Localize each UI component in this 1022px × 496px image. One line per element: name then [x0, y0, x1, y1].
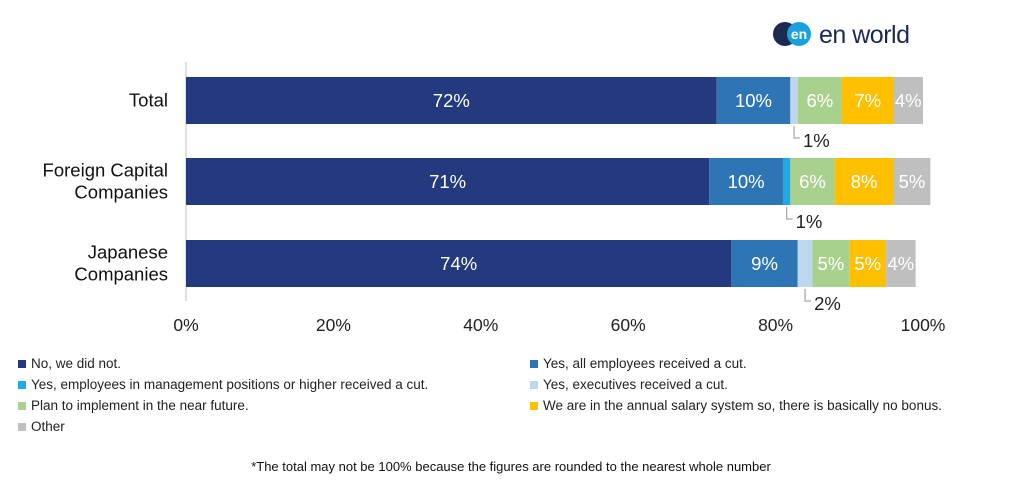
data-label: 10%	[735, 90, 772, 111]
legend-label: No, we did not.	[31, 356, 122, 371]
data-label: 5%	[854, 253, 881, 274]
legend-label: Yes, employees in management positions o…	[31, 377, 429, 392]
x-tick-label: 80%	[758, 315, 793, 335]
legend-swatch	[530, 359, 538, 368]
data-label: 72%	[433, 90, 470, 111]
bar-segment-other	[886, 240, 916, 287]
category-label: Companies	[74, 264, 168, 285]
x-tick-label: 0%	[173, 315, 198, 335]
data-label: 6%	[806, 90, 833, 111]
x-tick-label: 40%	[463, 315, 498, 335]
bar-segment-all_employees	[716, 77, 791, 124]
data-label: 6%	[799, 171, 826, 192]
bar-segment-no	[186, 77, 717, 124]
legend-item-other: Other	[18, 419, 65, 434]
data-label: 5%	[818, 253, 845, 274]
logo-wordmark: en world	[819, 20, 910, 49]
data-label: 71%	[429, 171, 466, 192]
legend-item-no: No, we did not.	[18, 356, 121, 371]
legend-swatch	[530, 380, 538, 389]
category-label: Companies	[74, 182, 168, 203]
callout-leader	[786, 207, 793, 220]
callout-leader	[793, 126, 801, 139]
data-label: 10%	[728, 171, 765, 192]
data-label: 9%	[751, 253, 778, 274]
x-tick-label: 100%	[901, 315, 946, 335]
category-label: Japanese	[88, 242, 168, 263]
data-label: 7%	[854, 90, 881, 111]
legend-label: We are in the annual salary system so, t…	[543, 398, 942, 413]
legend-label: Other	[31, 419, 65, 434]
category-label: Total	[129, 90, 168, 111]
callout-label: 1%	[796, 211, 823, 232]
data-label: 5%	[899, 171, 926, 192]
legend-label: Plan to implement in the near future.	[31, 398, 249, 413]
bar-segment-executives	[797, 240, 813, 287]
bar-segment-annual	[849, 240, 887, 287]
legend-swatch	[18, 401, 26, 410]
legend-swatch	[18, 359, 26, 368]
en-world-logo: en en en world	[773, 20, 910, 50]
bar-segment-no	[186, 240, 732, 287]
bar-segment-no	[186, 158, 710, 205]
bar-segment-plan	[790, 158, 835, 205]
bar-segment-annual	[841, 77, 894, 124]
data-label: 74%	[440, 253, 477, 274]
legend-swatch	[18, 380, 26, 389]
legend-swatch	[18, 422, 26, 431]
bar-segment-plan	[797, 77, 842, 124]
x-tick-label: 20%	[316, 315, 351, 335]
legend-label: Yes, all employees received a cut.	[543, 356, 747, 371]
data-label: 8%	[851, 171, 878, 192]
bar-segment-plan	[812, 240, 850, 287]
legend-label: Yes, executives received a cut.	[543, 377, 728, 392]
bar-segment-other	[893, 158, 931, 205]
bar-segment-all_employees	[709, 158, 783, 205]
legend-item-executives: Yes, executives received a cut.	[530, 377, 728, 392]
bar-segment-management	[782, 158, 791, 205]
data-label: 4%	[888, 253, 915, 274]
legend-item-all_employees: Yes, all employees received a cut.	[530, 356, 747, 371]
callout-leader	[804, 289, 812, 302]
x-tick-label: 60%	[611, 315, 646, 335]
legend-swatch	[530, 401, 538, 410]
bar-segment-all_employees	[731, 240, 798, 287]
legend-item-management: Yes, employees in management positions o…	[18, 377, 428, 392]
category-label: Foreign Capital	[43, 160, 168, 181]
legend-item-annual: We are in the annual salary system so, t…	[530, 398, 942, 413]
logo-circle-right: en	[787, 22, 811, 46]
callout-label: 2%	[814, 293, 841, 314]
logo-mark-icon: en en	[773, 22, 813, 48]
bar-segment-annual	[834, 158, 894, 205]
data-label: 4%	[895, 90, 922, 111]
callout-label: 1%	[803, 130, 830, 151]
legend-item-plan: Plan to implement in the near future.	[18, 398, 249, 413]
bar-segment-executives	[790, 77, 798, 124]
bar-segment-other	[893, 77, 923, 124]
footnote: *The total may not be 100% because the f…	[251, 459, 771, 474]
